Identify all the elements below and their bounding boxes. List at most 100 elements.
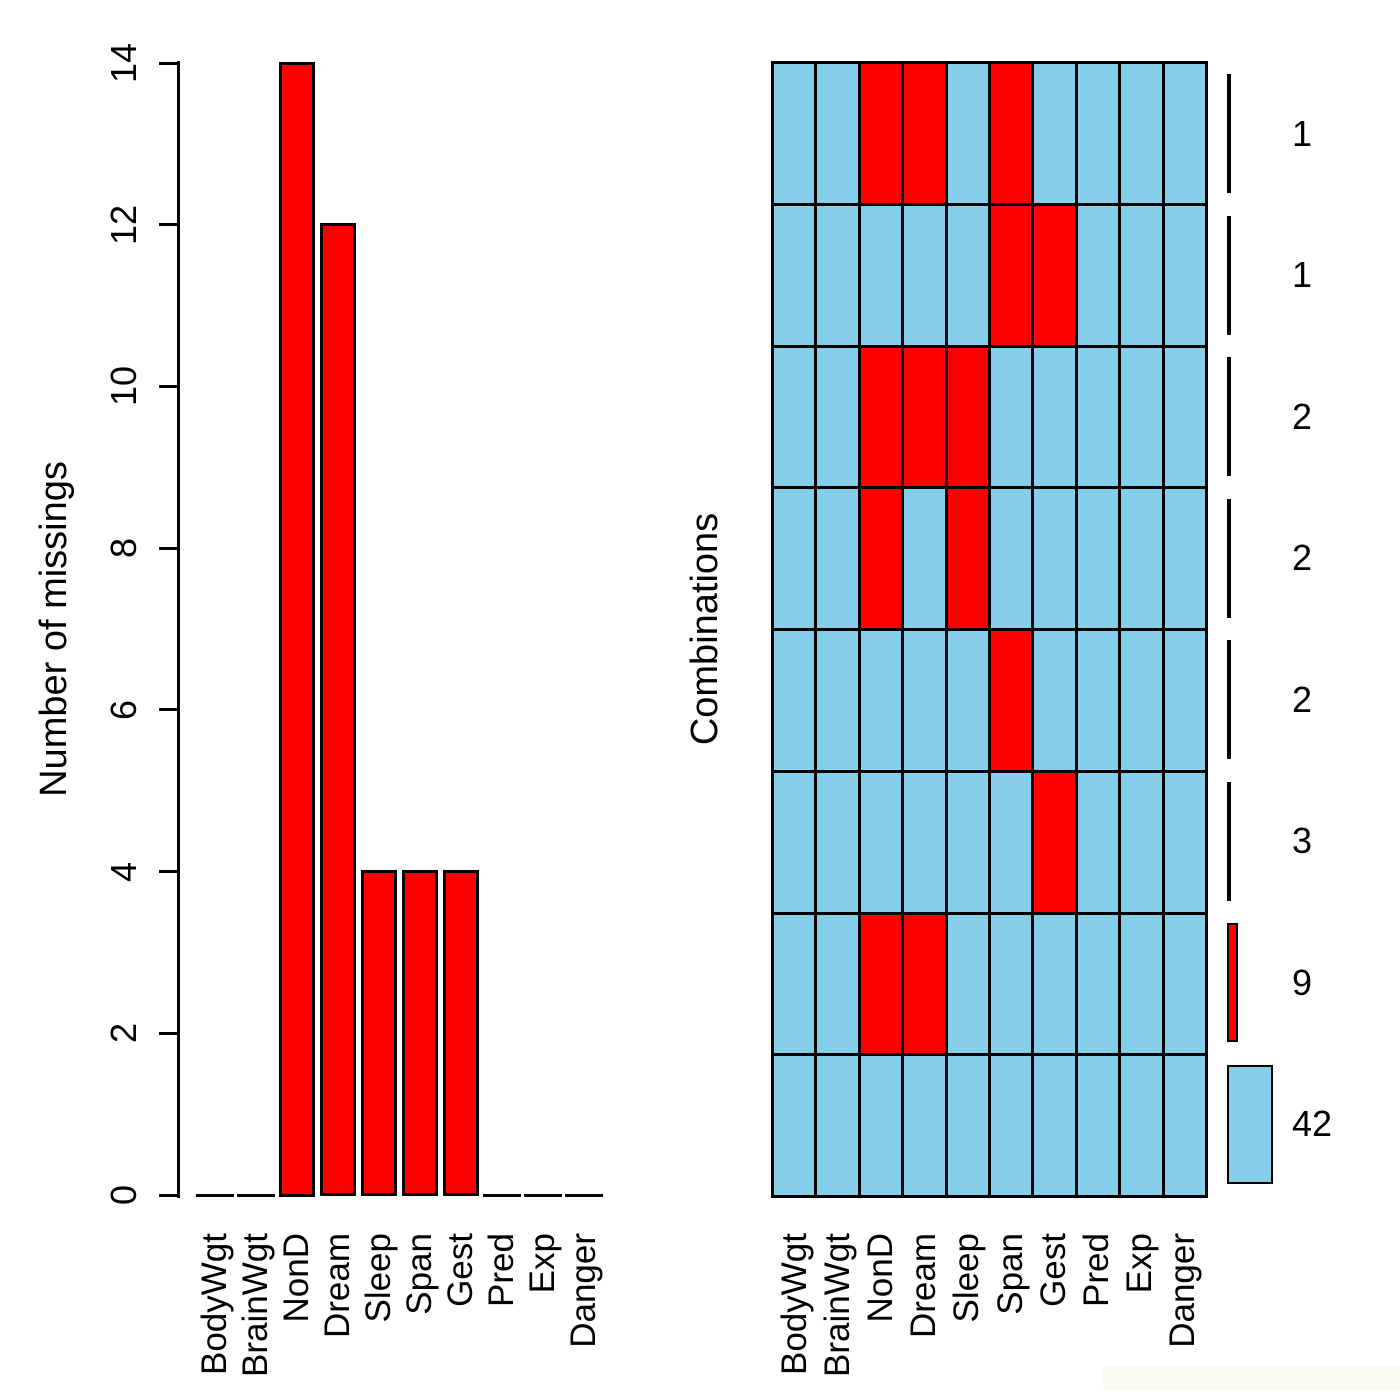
left-category-label: BodyWgt [195, 1233, 234, 1375]
y-tick-mark [159, 1031, 180, 1035]
left-category-label: BrainWgt [236, 1233, 275, 1377]
left-category-label: Gest [441, 1233, 480, 1307]
left-category-label: Pred [482, 1233, 521, 1307]
matrix-cell-missing [860, 914, 902, 1054]
count-bar-thin [1227, 781, 1231, 901]
right-category-label: Sleep [947, 1233, 987, 1323]
matrix-cell-missing [904, 64, 945, 203]
matrix-cell-missing [1034, 205, 1075, 345]
matrix-cell-observed [774, 631, 815, 770]
matrix-cell-observed [1164, 205, 1205, 345]
left-category-label: Exp [523, 1233, 562, 1294]
matrix-cell-missing [947, 347, 988, 487]
matrix-cell-observed [1164, 772, 1205, 912]
matrix-cell-observed [1164, 347, 1205, 487]
matrix-cell-observed [991, 914, 1032, 1054]
right-category-label: Dream [904, 1233, 944, 1339]
right-category-label: BrainWgt [817, 1233, 857, 1377]
matrix-cell-observed [774, 772, 815, 912]
matrix-cell-observed [1034, 347, 1075, 487]
matrix-cell-missing [860, 489, 902, 628]
y-tick-mark [159, 384, 180, 388]
y-tick-label: 8 [103, 538, 144, 559]
count-label: 2 [1292, 537, 1313, 579]
count-bar [1227, 923, 1238, 1042]
matrix-cell-observed [904, 772, 945, 912]
matrix-cell-observed [1164, 914, 1205, 1054]
missings-bar [279, 61, 315, 1197]
matrix-cell-observed [947, 772, 988, 912]
count-bar-thin [1227, 498, 1231, 618]
missings-bar [320, 223, 356, 1197]
matrix-cell-observed [1077, 631, 1119, 770]
left-category-label: Dream [318, 1233, 357, 1339]
matrix-cell-observed [1077, 489, 1119, 628]
matrix-cell-observed [991, 772, 1032, 912]
matrix-cell-observed [947, 205, 988, 345]
missings-bar [361, 870, 397, 1197]
matrix-cell-observed [947, 914, 988, 1054]
matrix-cell-observed [1034, 914, 1075, 1054]
matrix-cell-observed [991, 489, 1032, 628]
matrix-cell-observed [774, 1056, 815, 1195]
y-tick-mark [159, 61, 180, 65]
count-label: 2 [1292, 678, 1313, 720]
matrix-cell-observed [1164, 1056, 1205, 1195]
matrix-cell-observed [817, 64, 858, 203]
matrix-cell-observed [1121, 489, 1162, 628]
matrix-cell-observed [991, 1056, 1032, 1195]
y-tick-mark [159, 1193, 180, 1197]
matrix-cell-observed [817, 347, 858, 487]
right-category-label: NonD [861, 1233, 900, 1323]
matrix-cell-observed [860, 772, 902, 912]
matrix-cell-observed [774, 205, 815, 345]
count-label: 9 [1292, 961, 1313, 1003]
matrix-cell-observed [1077, 64, 1119, 203]
matrix-cell-observed [904, 205, 945, 345]
matrix-cell-observed [817, 772, 858, 912]
left-category-label: Span [400, 1233, 439, 1315]
matrix-cell-observed [904, 489, 945, 628]
matrix-cell-missing [991, 631, 1032, 770]
matrix-cell-observed [1077, 772, 1119, 912]
missings-bar-zero [237, 1193, 275, 1197]
matrix-cell-observed [1121, 347, 1162, 487]
combinations-matrix [771, 61, 1208, 1198]
matrix-cell-observed [1121, 631, 1162, 770]
matrix-cell-observed [774, 914, 815, 1054]
count-bar-thin [1227, 74, 1231, 193]
matrix-cell-observed [1164, 64, 1205, 203]
missings-bar [402, 870, 438, 1197]
y-tick-mark [159, 870, 180, 874]
missings-bar-zero [483, 1193, 521, 1197]
matrix-cell-observed [1034, 631, 1075, 770]
y-tick-label: 12 [103, 204, 144, 245]
matrix-cell-observed [817, 1056, 858, 1195]
count-label: 1 [1292, 112, 1313, 154]
matrix-cell-observed [1034, 1056, 1075, 1195]
matrix-cell-observed [860, 1056, 902, 1195]
count-label: 1 [1292, 254, 1313, 296]
matrix-cell-observed [1034, 489, 1075, 628]
y-tick-label: 10 [103, 366, 144, 407]
matrix-cell-missing [1034, 772, 1075, 912]
right-category-label: BodyWgt [774, 1233, 814, 1375]
matrix-cell-observed [904, 631, 945, 770]
matrix-cell-observed [1077, 914, 1119, 1054]
matrix-cell-observed [1121, 1056, 1162, 1195]
matrix-cell-observed [1077, 347, 1119, 487]
matrix-cell-missing [904, 914, 945, 1054]
matrix-cell-observed [1164, 631, 1205, 770]
left-y-axis-title: Number of missings [33, 461, 75, 797]
count-bar [1227, 1064, 1273, 1184]
missings-bar-zero [565, 1193, 603, 1197]
missings-bar-zero [524, 1193, 562, 1197]
matrix-cell-observed [904, 1056, 945, 1195]
matrix-cell-observed [1077, 205, 1119, 345]
right-category-label: Gest [1033, 1233, 1073, 1307]
matrix-cell-observed [1077, 1056, 1119, 1195]
left-category-label: Danger [564, 1233, 603, 1348]
matrix-cell-observed [817, 631, 858, 770]
left-category-label: Sleep [359, 1233, 398, 1323]
